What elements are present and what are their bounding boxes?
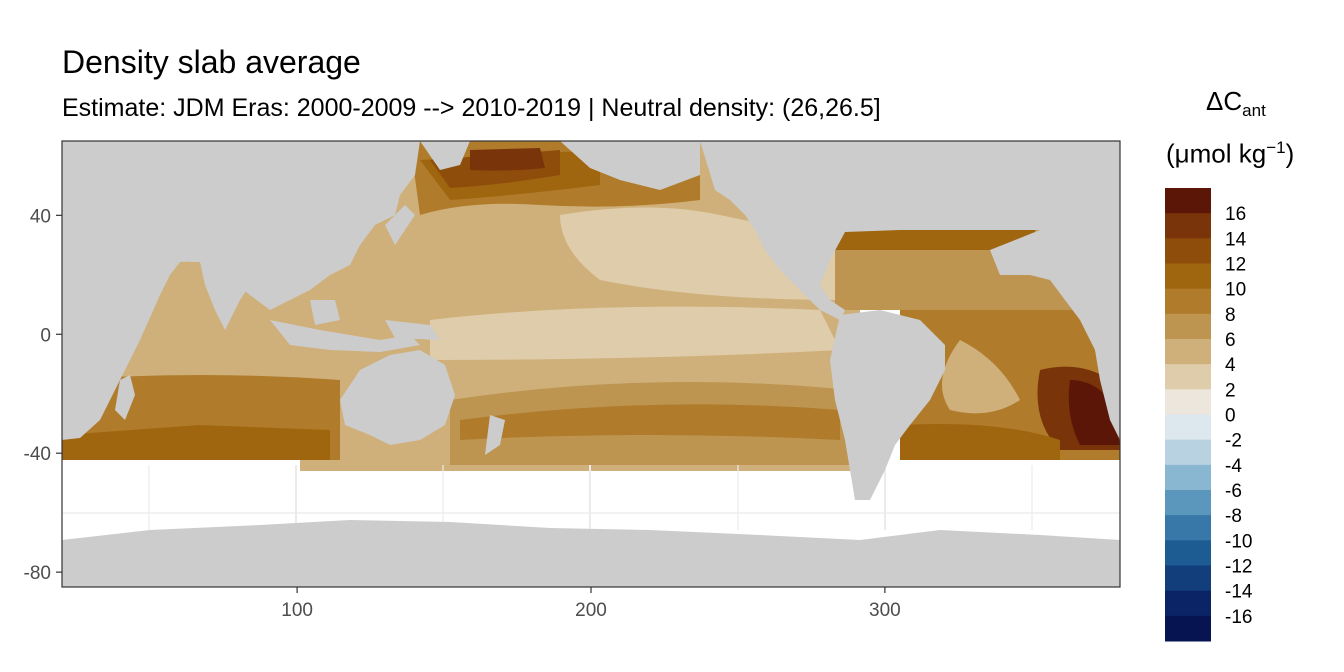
x-tick-label: 200 [575,600,607,621]
ocean-south-atlantic-core [1068,380,1120,445]
legend-label: -16 [1225,607,1252,628]
legend-color-key [1165,288,1211,315]
legend-color-key [1165,389,1211,415]
legend-color-key [1165,263,1211,290]
ocean-south-pacific-core [460,404,840,440]
legend-label: -4 [1225,456,1242,477]
y-tick-label: 0 [40,325,51,346]
legend-color-key [1165,313,1211,340]
land-madagascar [115,375,135,420]
land-greenland [930,141,1120,200]
legend-label: -10 [1225,531,1252,552]
legend-label: 6 [1225,330,1236,351]
legend-label: 14 [1225,229,1247,250]
land-indonesia [270,320,420,352]
chart-subtitle: Estimate: JDM Eras: 2000-2009 --> 2010-2… [62,94,881,122]
legend-label: -14 [1225,582,1253,603]
land-india [200,262,250,330]
legend-label: -12 [1225,557,1252,578]
legend-color-key [1165,213,1211,239]
legend-label: 10 [1225,280,1246,301]
land [62,141,1120,587]
ocean-north-atlantic-top [835,230,1035,250]
land-antarctica [62,520,1120,587]
land-japan [385,205,415,245]
legend-color-key [1165,540,1211,566]
ocean-south-atlantic-south-band [900,424,1060,460]
legend-label: 4 [1225,355,1236,376]
legend-label: -2 [1225,431,1242,452]
legend-color-key [1165,364,1211,390]
legend-label: -8 [1225,506,1242,527]
legend-label: 0 [1225,406,1236,427]
legend-label: 2 [1225,380,1236,401]
ocean-south-atlantic-light [942,340,1020,414]
ocean-equatorial-pacific [430,306,840,360]
land-south-america [830,310,945,500]
legend-title: ΔCant [1206,86,1266,121]
y-tick-label: 40 [30,206,51,227]
legend-color-key [1165,339,1211,365]
legend-color-key [1165,565,1211,592]
land-alaska [560,141,700,190]
legend-color-key [1165,439,1211,466]
legend-color-key [1165,464,1211,491]
land-asia [190,141,420,310]
land-kamchatka [420,141,470,170]
legend-color-key [1165,615,1211,642]
y-tick-label: -80 [24,563,51,584]
legend-color-key [1165,590,1211,617]
ocean-north-pacific-core [470,148,545,171]
y-tick-label: -40 [24,444,51,465]
ocean-indian-south-core [62,425,330,460]
legend-color-key [1165,238,1211,264]
land-africa-east [990,230,1120,440]
chart-title: Density slab average [62,44,361,80]
x-tick-label: 300 [869,600,901,621]
legend-color-key [1165,515,1211,541]
legend-label: 12 [1225,255,1246,276]
legend-label: 16 [1225,204,1246,225]
legend-color-key [1165,188,1211,214]
land-central-america [800,290,845,320]
legend-color-key [1165,414,1211,441]
legend-color-key [1165,490,1211,516]
panel-grid-major [295,465,886,530]
legend-unit: (μmol kg−1) [1166,138,1295,169]
land-new-guinea [385,320,440,340]
legend-label: 8 [1225,305,1236,326]
land-new-zealand [485,415,505,455]
land-australia [340,350,455,445]
x-tick-label: 100 [281,600,313,621]
legend-label: -6 [1225,481,1242,502]
land-borneo [310,300,340,325]
